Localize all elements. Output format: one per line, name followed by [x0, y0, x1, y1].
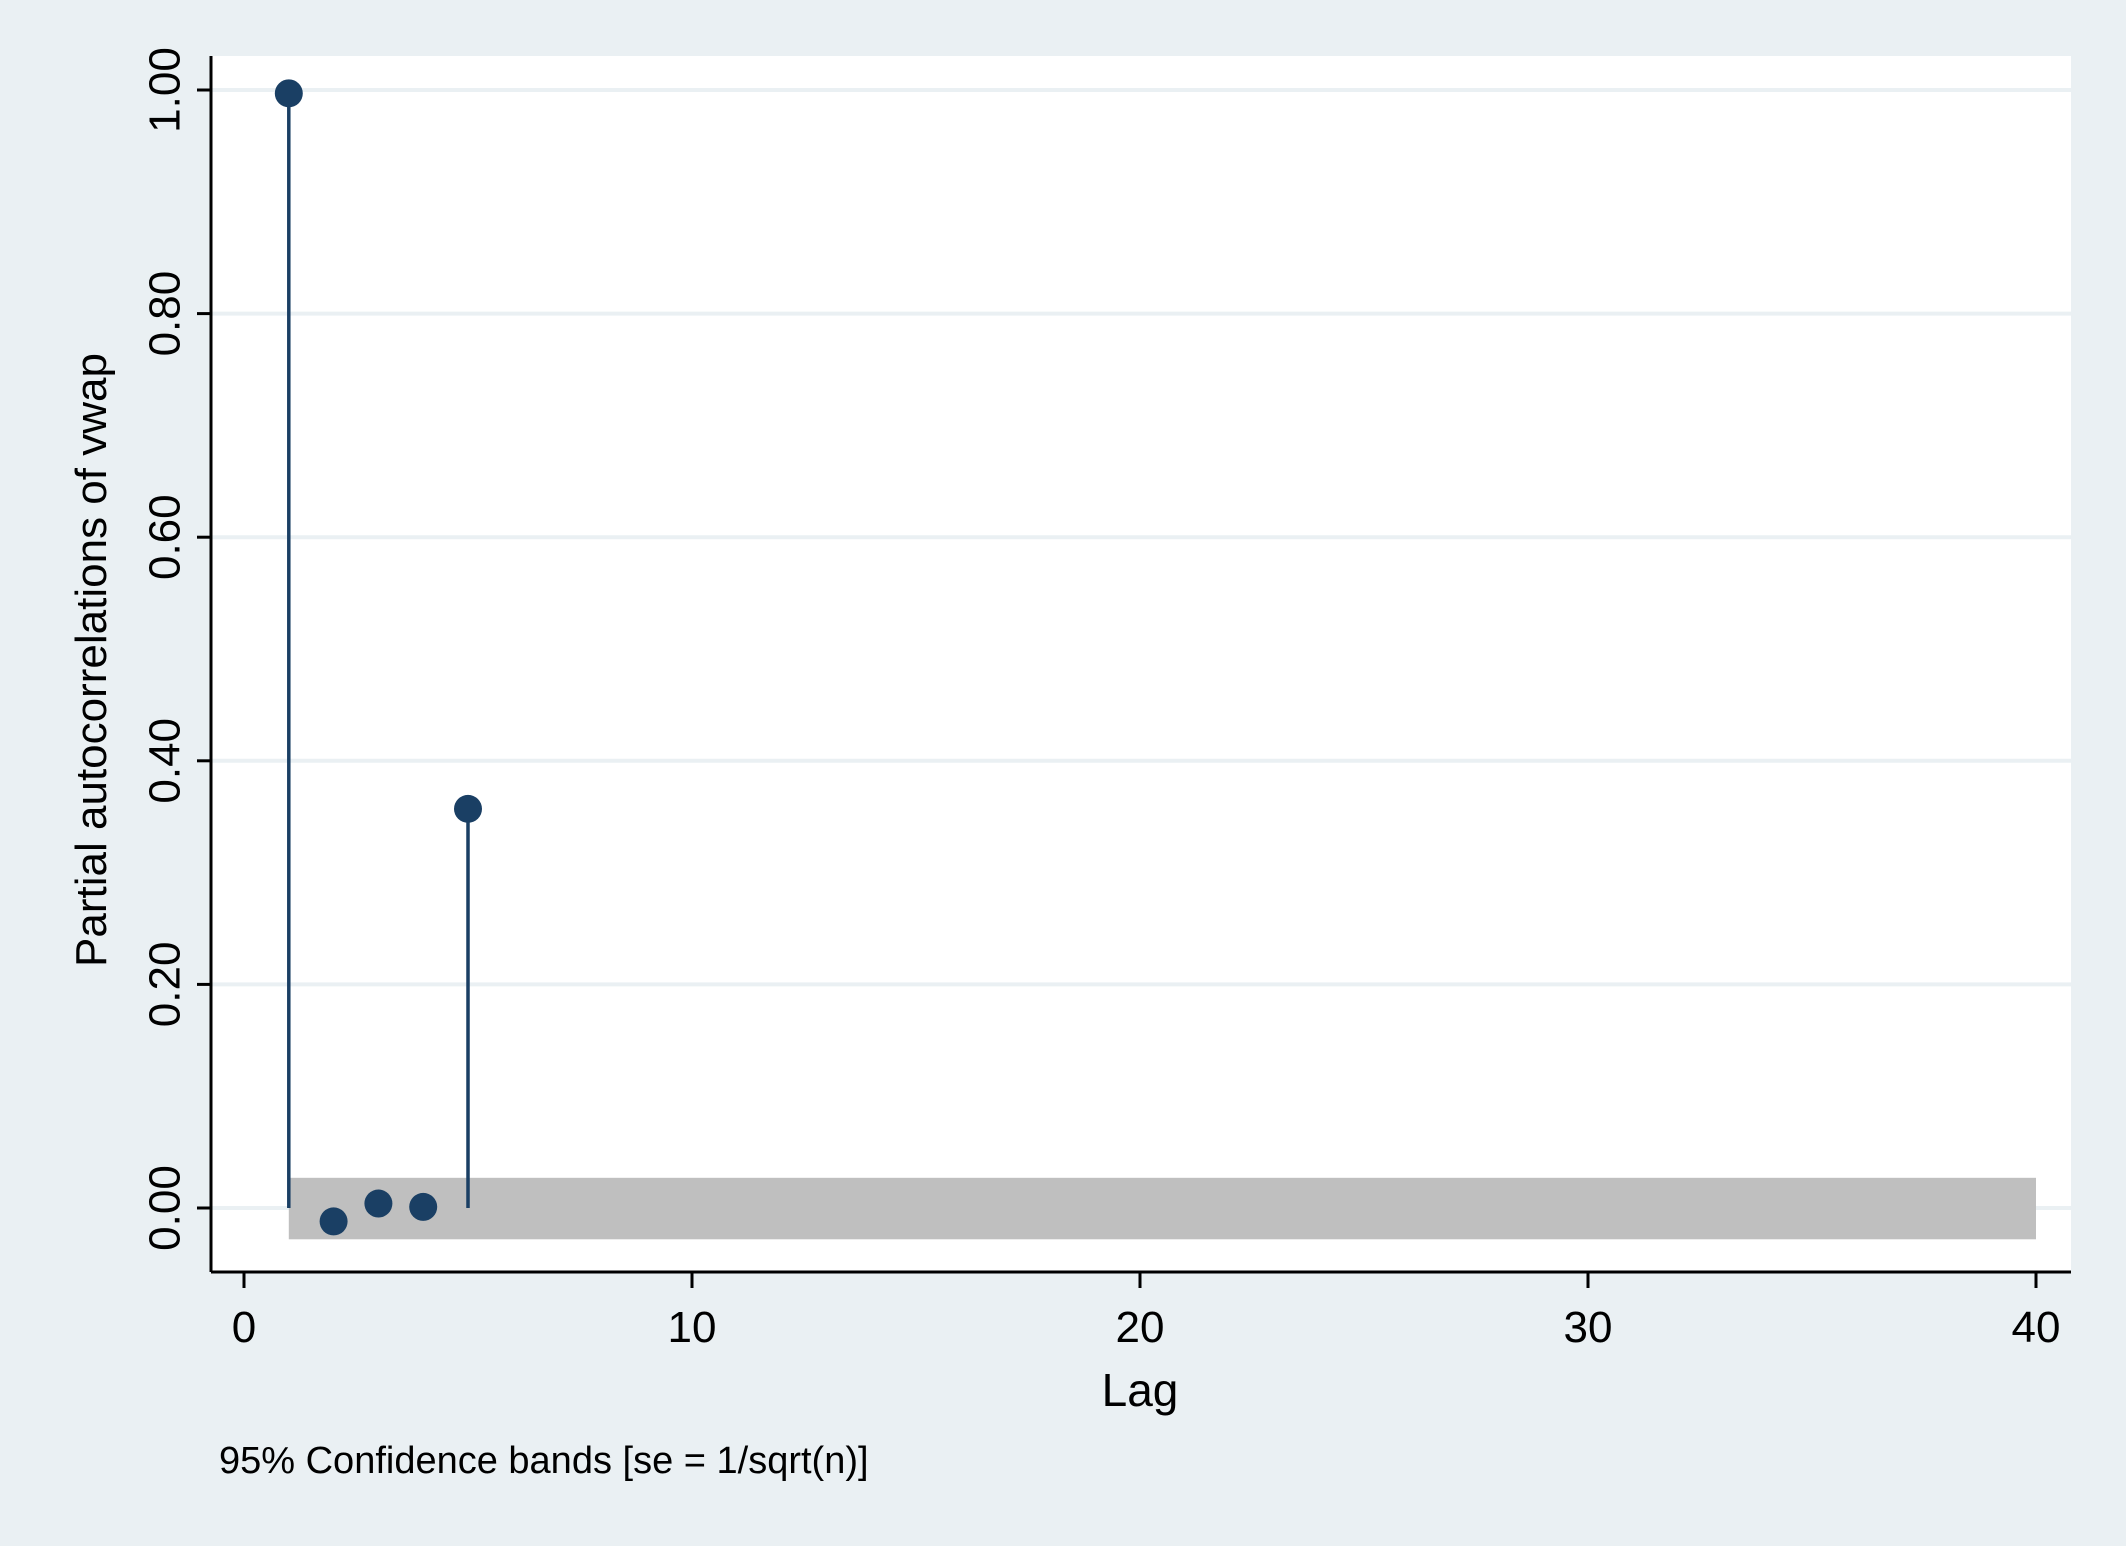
y-axis-title: Partial autocorrelations of vwap [67, 353, 116, 967]
y-tick-label: 0.40 [141, 718, 190, 804]
data-point [454, 794, 482, 823]
y-axis-ticks: 0.00 0.20 0.40 0.60 0.80 1.00 [141, 47, 211, 1251]
x-tick-label: 0 [232, 1303, 256, 1352]
x-axis-title: Lag [1102, 1364, 1179, 1416]
data-points [274, 79, 482, 1236]
x-axis-ticks: 0 10 20 30 40 [232, 1272, 2061, 1352]
spike-lines [287, 93, 470, 1208]
confidence-band [288, 1177, 2036, 1240]
y-tick-label: 0.60 [141, 494, 190, 580]
y-tick-label: 1.00 [141, 47, 190, 133]
y-tick-label: 0.20 [141, 942, 190, 1028]
y-tick-label: 0.00 [141, 1165, 190, 1251]
confidence-band-area [288, 1177, 2036, 1240]
x-tick-label: 30 [1564, 1303, 1613, 1352]
x-tick-label: 20 [1116, 1303, 1165, 1352]
x-tick-label: 10 [668, 1303, 717, 1352]
confidence-band-note: 95% Confidence bands [se = 1/sqrt(n)] [219, 1440, 869, 1482]
data-point [409, 1192, 438, 1221]
data-point [319, 1207, 348, 1236]
data-point [364, 1189, 393, 1218]
y-tick-label: 0.80 [141, 271, 190, 357]
data-point [274, 79, 303, 108]
plot-area-background [211, 56, 2071, 1272]
x-tick-label: 40 [2012, 1303, 2061, 1352]
